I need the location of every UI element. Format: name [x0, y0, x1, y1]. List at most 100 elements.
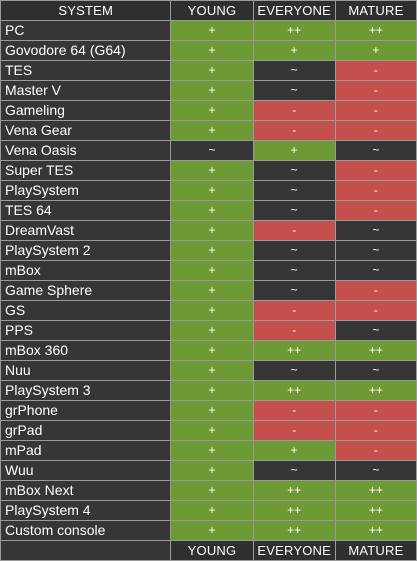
- table-row: mBox Next + ++ ++: [1, 481, 416, 500]
- system-name-cell: PlaySystem 4: [1, 501, 171, 520]
- system-name-cell: GS: [1, 301, 171, 320]
- table-row: Custom console + ++ ++: [1, 521, 416, 540]
- rating-cell-everyone: -: [253, 421, 335, 440]
- rating-cell-everyone: +: [253, 441, 335, 460]
- table-row: PC + ++ ++: [1, 21, 416, 40]
- rating-cell-mature: ++: [335, 21, 416, 40]
- rating-cell-mature: ++: [335, 381, 416, 400]
- rating-cell-young: +: [171, 161, 253, 180]
- rating-cell-young: +: [171, 501, 253, 520]
- system-name-cell: Gameling: [1, 101, 171, 120]
- rating-cell-everyone: ++: [253, 381, 335, 400]
- column-header-system: SYSTEM: [1, 1, 171, 20]
- system-name-cell: Custom console: [1, 521, 171, 540]
- system-name-cell: Wuu: [1, 461, 171, 480]
- rating-cell-everyone: ~: [253, 61, 335, 80]
- rating-cell-young: +: [171, 281, 253, 300]
- rating-cell-mature: +: [335, 41, 416, 60]
- rating-cell-everyone: -: [253, 121, 335, 140]
- rating-cell-mature: -: [335, 401, 416, 420]
- system-name-cell: Govodore 64 (G64): [1, 41, 171, 60]
- rating-cell-mature: -: [335, 281, 416, 300]
- header-row: SYSTEM YOUNG EVERYONE MATURE: [1, 1, 416, 20]
- rating-cell-young: +: [171, 41, 253, 60]
- rating-cell-everyone: ~: [253, 281, 335, 300]
- rating-cell-young: +: [171, 61, 253, 80]
- rating-cell-young: +: [171, 261, 253, 280]
- system-name-cell: PlaySystem 2: [1, 241, 171, 260]
- rating-cell-young: +: [171, 381, 253, 400]
- table-row: Vena Oasis ~ + ~: [1, 141, 416, 160]
- rating-cell-mature: ++: [335, 481, 416, 500]
- table-row: PlaySystem 3 + ++ ++: [1, 381, 416, 400]
- table-footer: YOUNG EVERYONE MATURE: [1, 541, 416, 560]
- rating-cell-mature: ++: [335, 341, 416, 360]
- rating-cell-young: +: [171, 181, 253, 200]
- rating-cell-everyone: -: [253, 401, 335, 420]
- system-name-cell: Nuu: [1, 361, 171, 380]
- system-name-cell: grPhone: [1, 401, 171, 420]
- rating-cell-mature: ~: [335, 261, 416, 280]
- rating-cell-everyone: ~: [253, 201, 335, 220]
- rating-cell-everyone: ++: [253, 481, 335, 500]
- rating-cell-mature: -: [335, 181, 416, 200]
- rating-cell-everyone: ~: [253, 361, 335, 380]
- footer-blank-cell: [1, 541, 171, 560]
- system-name-cell: Game Sphere: [1, 281, 171, 300]
- column-footer-mature: MATURE: [335, 541, 416, 560]
- rating-cell-mature: -: [335, 161, 416, 180]
- system-name-cell: mBox: [1, 261, 171, 280]
- table-row: DreamVast + - ~: [1, 221, 416, 240]
- rating-cell-mature: ~: [335, 221, 416, 240]
- rating-cell-everyone: ~: [253, 461, 335, 480]
- column-footer-everyone: EVERYONE: [253, 541, 335, 560]
- table-row: PlaySystem 2 + ~ ~: [1, 241, 416, 260]
- column-header-young: YOUNG: [171, 1, 253, 20]
- rating-cell-mature: ~: [335, 141, 416, 160]
- table-row: mBox + ~ ~: [1, 261, 416, 280]
- rating-cell-young: +: [171, 221, 253, 240]
- rating-cell-young: +: [171, 81, 253, 100]
- table-row: grPhone + - -: [1, 401, 416, 420]
- rating-cell-everyone: -: [253, 321, 335, 340]
- system-name-cell: TES: [1, 61, 171, 80]
- table-body: PC + ++ ++ Govodore 64 (G64) + + + TES + ~ - Master …: [1, 21, 416, 540]
- system-name-cell: mBox Next: [1, 481, 171, 500]
- table-row: Vena Gear + - -: [1, 121, 416, 140]
- rating-cell-young: +: [171, 441, 253, 460]
- system-name-cell: DreamVast: [1, 221, 171, 240]
- rating-cell-young: +: [171, 421, 253, 440]
- rating-cell-young: +: [171, 321, 253, 340]
- system-name-cell: PPS: [1, 321, 171, 340]
- table-row: grPad + - -: [1, 421, 416, 440]
- table-row: PlaySystem + ~ -: [1, 181, 416, 200]
- rating-cell-everyone: ~: [253, 161, 335, 180]
- table-row: TES 64 + ~ -: [1, 201, 416, 220]
- rating-cell-mature: ++: [335, 501, 416, 520]
- system-name-cell: mPad: [1, 441, 171, 460]
- rating-cell-young: +: [171, 361, 253, 380]
- rating-cell-mature: -: [335, 441, 416, 460]
- table-row: PPS + - ~: [1, 321, 416, 340]
- column-footer-young: YOUNG: [171, 541, 253, 560]
- rating-cell-mature: -: [335, 201, 416, 220]
- rating-cell-everyone: ~: [253, 181, 335, 200]
- rating-cell-everyone: +: [253, 41, 335, 60]
- rating-cell-young: +: [171, 461, 253, 480]
- table-row: Gameling + - -: [1, 101, 416, 120]
- rating-cell-young: +: [171, 21, 253, 40]
- column-header-everyone: EVERYONE: [253, 1, 335, 20]
- rating-cell-everyone: ~: [253, 241, 335, 260]
- rating-cell-mature: -: [335, 121, 416, 140]
- rating-cell-young: +: [171, 201, 253, 220]
- rating-cell-mature: ++: [335, 521, 416, 540]
- table-header: SYSTEM YOUNG EVERYONE MATURE: [1, 1, 416, 20]
- rating-cell-mature: ~: [335, 461, 416, 480]
- rating-cell-young: +: [171, 121, 253, 140]
- rating-cell-young: +: [171, 341, 253, 360]
- rating-cell-everyone: ~: [253, 81, 335, 100]
- table-row: TES + ~ -: [1, 61, 416, 80]
- table-row: PlaySystem 4 + ++ ++: [1, 501, 416, 520]
